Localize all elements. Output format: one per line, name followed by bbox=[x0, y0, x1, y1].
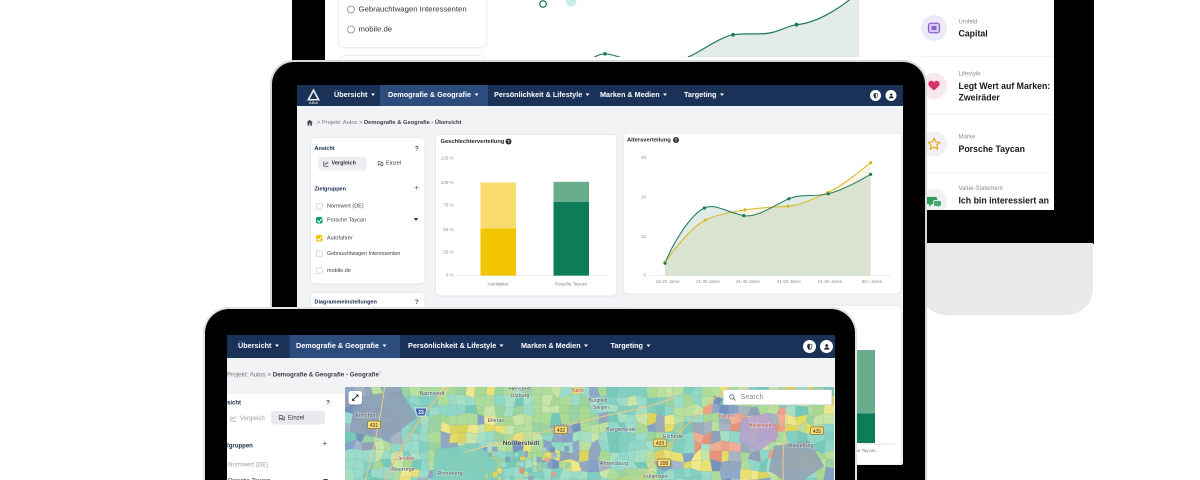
svg-text:Kastorf: Kastorf bbox=[719, 414, 735, 420]
svg-text:Ahrensburg: Ahrensburg bbox=[600, 461, 628, 467]
svg-text:15-20 Jahre: 15-20 Jahre bbox=[656, 279, 681, 284]
svg-text:Jersbek: Jersbek bbox=[397, 456, 415, 462]
svg-text:Hollenbek: Hollenbek bbox=[749, 423, 772, 429]
svg-text:30: 30 bbox=[641, 155, 647, 160]
svg-text:Autofahrer: Autofahrer bbox=[487, 282, 509, 287]
svg-text:10: 10 bbox=[641, 234, 647, 239]
svg-text:100 %: 100 % bbox=[441, 180, 454, 185]
svg-text:Stegen: Stegen bbox=[593, 405, 609, 411]
svg-text:0 %: 0 % bbox=[446, 273, 454, 278]
svg-text:Ellerau: Ellerau bbox=[487, 418, 504, 424]
svg-text:433: 433 bbox=[656, 441, 665, 447]
svg-text:Moorrege: Moorrege bbox=[391, 467, 415, 473]
svg-text:23: 23 bbox=[418, 410, 424, 416]
svg-text:Ulzburg: Ulzburg bbox=[511, 393, 530, 399]
svg-text:431: 431 bbox=[370, 423, 379, 429]
svg-text:208: 208 bbox=[660, 461, 669, 467]
svg-text:Barmstedt: Barmstedt bbox=[419, 391, 445, 397]
svg-text:Henstedt-: Henstedt- bbox=[509, 387, 533, 393]
svg-text:25 %: 25 % bbox=[443, 250, 453, 255]
svg-text:20: 20 bbox=[641, 195, 647, 200]
svg-text:Nahe: Nahe bbox=[572, 388, 584, 394]
svg-text:51-60 Jahre: 51-60 Jahre bbox=[818, 279, 843, 284]
svg-text:432: 432 bbox=[557, 428, 566, 434]
svg-text:Pinneberg: Pinneberg bbox=[437, 471, 462, 477]
svg-text:31-40 Jahre: 31-40 Jahre bbox=[736, 279, 761, 284]
svg-text:Porsche Taycan: Porsche Taycan bbox=[555, 282, 587, 287]
svg-text:0: 0 bbox=[643, 273, 646, 278]
svg-text:435: 435 bbox=[813, 429, 822, 435]
svg-text:125 %: 125 % bbox=[441, 156, 454, 161]
svg-text:50 %: 50 % bbox=[443, 227, 453, 232]
svg-text:75 %: 75 % bbox=[443, 203, 453, 208]
svg-text:Elmshorn: Elmshorn bbox=[355, 413, 378, 419]
svg-text:Eichede: Eichede bbox=[663, 434, 683, 440]
svg-text:Bargteheide: Bargteheide bbox=[606, 427, 636, 433]
svg-text:60+ Jahre: 60+ Jahre bbox=[862, 279, 883, 284]
svg-text:41-50 Jahre: 41-50 Jahre bbox=[777, 279, 802, 284]
svg-text:Ratzeburg: Ratzeburg bbox=[788, 443, 813, 449]
svg-text:Lütjensee: Lütjensee bbox=[644, 474, 668, 480]
svg-text:21-30 Jahre: 21-30 Jahre bbox=[696, 279, 721, 284]
svg-text:Norderstedt: Norderstedt bbox=[503, 440, 541, 447]
svg-text:Burgfeld: Burgfeld bbox=[589, 398, 608, 404]
svg-text:Allon: Allon bbox=[309, 100, 318, 105]
